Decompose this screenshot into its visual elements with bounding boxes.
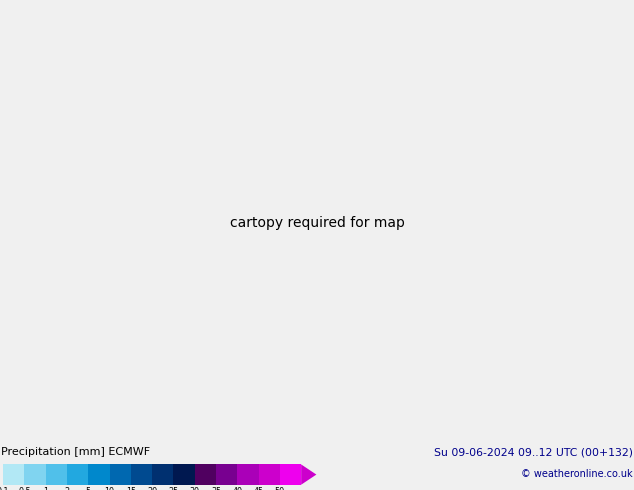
Bar — [25, 465, 46, 485]
Text: 2: 2 — [65, 488, 70, 490]
Bar — [259, 465, 280, 485]
Text: 20: 20 — [147, 488, 157, 490]
Bar — [216, 465, 237, 485]
Text: 40: 40 — [232, 488, 242, 490]
Text: 45: 45 — [254, 488, 264, 490]
Text: 30: 30 — [190, 488, 200, 490]
Text: 15: 15 — [126, 488, 136, 490]
Text: 50: 50 — [275, 488, 285, 490]
Bar — [280, 465, 301, 485]
Text: 5: 5 — [86, 488, 91, 490]
Bar — [3, 465, 25, 485]
Polygon shape — [301, 465, 316, 485]
Bar — [152, 465, 174, 485]
Text: Su 09-06-2024 09..12 UTC (00+132): Su 09-06-2024 09..12 UTC (00+132) — [434, 447, 633, 457]
Text: 25: 25 — [168, 488, 179, 490]
Bar — [237, 465, 259, 485]
Bar — [67, 465, 88, 485]
Bar — [88, 465, 110, 485]
Text: 1: 1 — [43, 488, 48, 490]
Bar — [46, 465, 67, 485]
Text: 0.5: 0.5 — [18, 488, 31, 490]
Bar — [110, 465, 131, 485]
Text: Precipitation [mm] ECMWF: Precipitation [mm] ECMWF — [1, 447, 150, 457]
Text: 35: 35 — [211, 488, 221, 490]
Bar — [174, 465, 195, 485]
Text: 0.1: 0.1 — [0, 488, 10, 490]
Bar — [131, 465, 152, 485]
Text: © weatheronline.co.uk: © weatheronline.co.uk — [521, 469, 633, 479]
Text: cartopy required for map: cartopy required for map — [230, 216, 404, 230]
Bar — [195, 465, 216, 485]
Text: 10: 10 — [105, 488, 115, 490]
